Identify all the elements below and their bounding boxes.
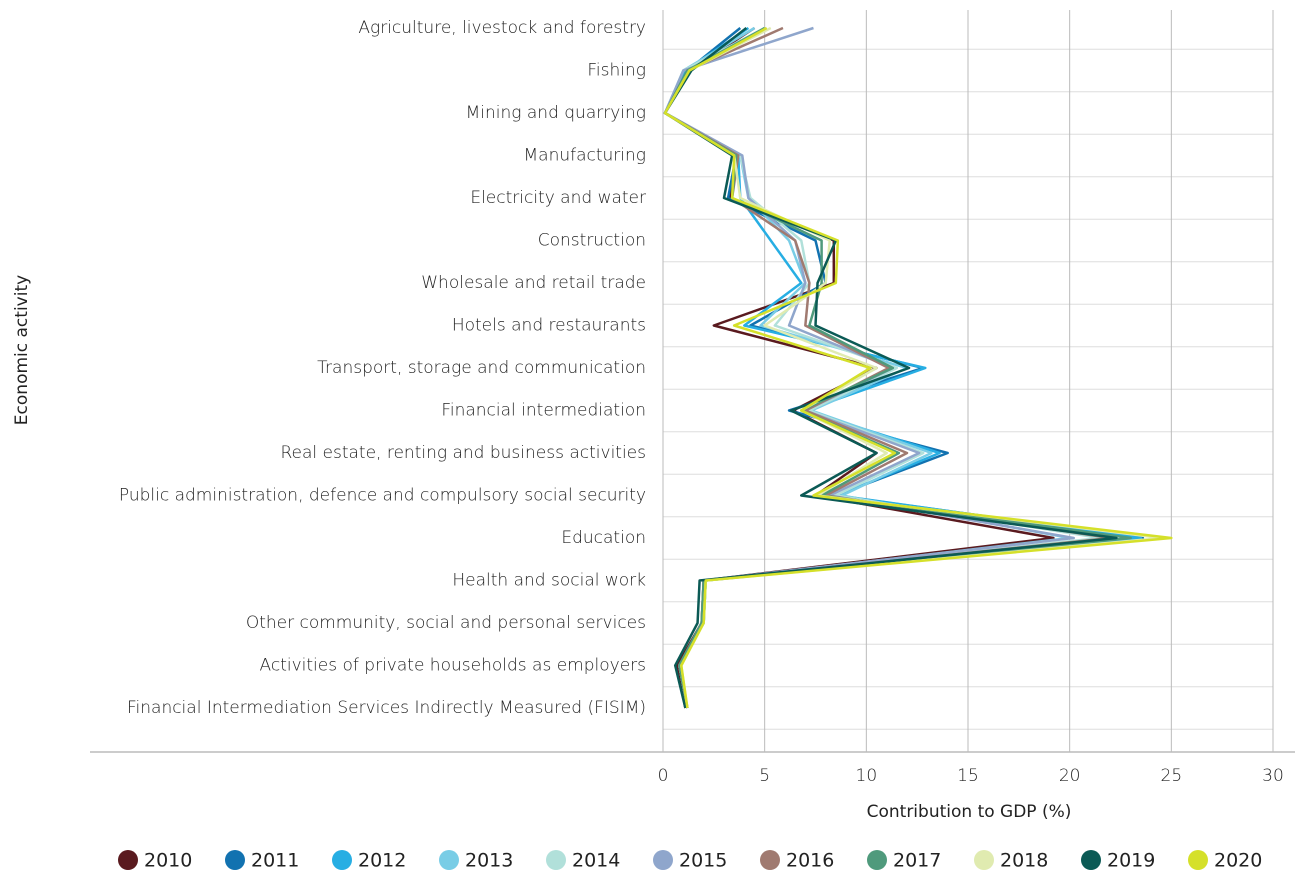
legend-label: 2020 [1214,850,1262,872]
x-tick-label: 25 [1161,766,1183,786]
y-tick-label: Education [561,528,646,548]
y-tick-label: Electricity and water [470,188,646,208]
legend-label: 2013 [465,850,513,872]
legend-marker [760,850,780,870]
legend-marker [867,850,887,870]
series-line [663,26,1102,709]
x-tick-label: 0 [658,766,669,786]
series-line [663,26,1173,709]
y-tick-label: Manufacturing [523,146,646,166]
legend-marker [118,850,138,870]
legend-marker [439,850,459,870]
x-tick-label: 20 [1059,766,1081,786]
y-tick-label: Activities of private households as empl… [260,656,646,676]
legend-marker [225,850,245,870]
series-line [663,26,1163,709]
legend-label: 2016 [786,850,834,872]
x-axis-label: Contribution to GDP (%) [867,802,1072,822]
y-tick-label: Public administration, defence and compu… [119,486,646,506]
x-tick-label: 5 [759,766,770,786]
series-line [663,26,1112,709]
y-tick-label: Mining and quarrying [466,103,646,123]
legend-label: 2014 [572,850,620,872]
y-tick-label: Other community, social and personal ser… [246,613,646,633]
legend-label: 2018 [1000,850,1048,872]
y-tick-label: Hotels and restaurants [452,316,646,336]
y-tick-label: Transport, storage and communication [317,358,646,378]
legend-marker [1188,850,1208,870]
legend-label: 2017 [893,850,941,872]
legend-label: 2019 [1107,850,1155,872]
x-tick-label: 30 [1262,766,1284,786]
legend-label: 2011 [251,850,299,872]
y-tick-label: Financial Intermediation Services Indire… [127,698,646,718]
y-tick-label: Agriculture, livestock and forestry [358,18,646,38]
legend-label: 2012 [358,850,406,872]
legend-label: 2010 [144,850,192,872]
y-axis-label: Economic activity [12,275,32,425]
legend-label: 2015 [679,850,727,872]
series-line [663,26,1055,709]
y-tick-label: Health and social work [452,571,646,591]
y-tick-label: Real estate, renting and business activi… [280,443,646,463]
legend-marker [546,850,566,870]
y-tick-label: Wholesale and retail trade [421,273,646,293]
y-tick-label: Construction [538,231,646,251]
legend-marker [974,850,994,870]
x-tick-label: 10 [856,766,878,786]
legend-marker [1081,850,1101,870]
y-tick-label: Financial intermediation [441,401,646,421]
y-tick-label: Fishing [587,61,646,81]
x-tick-label: 15 [957,766,979,786]
legend-marker [653,850,673,870]
legend-marker [332,850,352,870]
